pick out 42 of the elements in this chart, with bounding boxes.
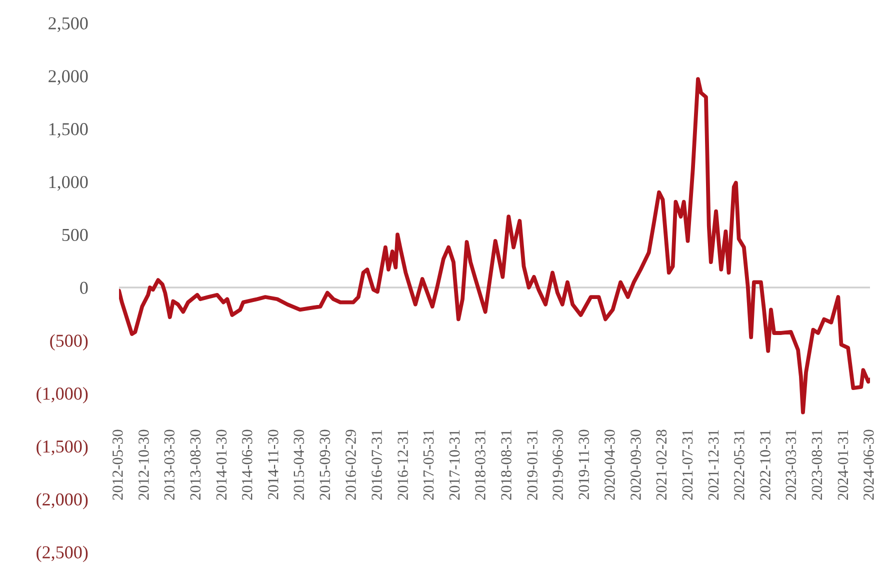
x-tick-label: 2013-03-30 — [164, 430, 175, 500]
y-tick-label: (2,500) — [36, 546, 88, 562]
x-tick-label: 2012-05-30 — [112, 430, 123, 500]
y-tick-label: (1,000) — [36, 387, 88, 404]
x-tick-label: 2019-06-30 — [552, 430, 563, 500]
y-tick-label: (500) — [50, 334, 88, 351]
x-tick-label: 2017-05-31 — [423, 430, 434, 500]
x-tick-label: 2023-03-31 — [786, 430, 796, 500]
x-tick-label: 2024-01-31 — [838, 430, 848, 500]
x-tick-label: 2013-08-30 — [190, 430, 201, 500]
x-tick-label: 2015-04-30 — [294, 430, 304, 500]
x-tick-label: 2018-08-31 — [501, 430, 512, 500]
x-tick-label: 2017-10-31 — [449, 430, 460, 500]
line-series — [119, 77, 870, 414]
y-tick-label: (2,000) — [36, 492, 88, 510]
y-tick-label: 2,500 — [48, 17, 88, 32]
x-tick-label: 2020-09-30 — [630, 430, 641, 500]
x-tick-label: 2020-04-30 — [604, 430, 615, 500]
x-tick-label: 2014-06-30 — [242, 430, 252, 500]
x-tick-label: 2016-07-31 — [372, 430, 382, 500]
x-tick-label: 2021-07-31 — [682, 430, 693, 500]
x-tick-label: 2019-01-31 — [527, 430, 538, 500]
y-tick-label: 0 — [80, 282, 88, 294]
x-tick-label: 2014-01-30 — [216, 430, 227, 500]
y-tick-label: 1,000 — [49, 176, 88, 191]
x-tick-label: 2024-06-30 — [864, 430, 874, 500]
x-tick-label: 2021-02-28 — [656, 430, 667, 500]
x-tick-label: 2015-09-30 — [320, 430, 330, 500]
y-tick-label: 2,000 — [48, 70, 88, 85]
x-tick-label: 2022-05-31 — [734, 430, 744, 500]
x-tick-label: 2022-10-31 — [760, 430, 770, 500]
x-tick-label: 2023-08-31 — [812, 430, 822, 500]
x-tick-label: 2019-11-30 — [578, 430, 590, 500]
x-tick-label: 2012-10-30 — [138, 430, 149, 500]
x-tick-label: 2014-11-30 — [268, 430, 278, 500]
y-tick-label: 500 — [62, 228, 88, 242]
x-tick-label: 2021-12-31 — [708, 430, 719, 500]
x-tick-label: 2018-03-31 — [475, 430, 486, 500]
x-tick-label: 2016-02-29 — [346, 430, 356, 500]
y-tick-label: (1,500) — [36, 440, 88, 456]
x-tick-label: 2016-12-31 — [398, 430, 408, 500]
y-tick-label: 1,500 — [49, 123, 88, 138]
